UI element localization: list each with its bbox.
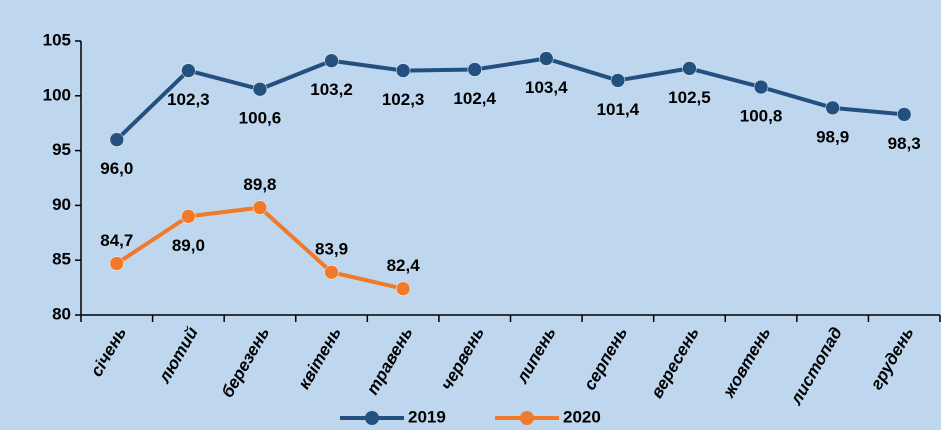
point [896,107,912,122]
series-line [115,56,905,142]
point [181,63,196,78]
point [539,51,554,66]
legend-label: 2020 [563,407,601,426]
legend-label: 2019 [408,407,446,426]
data-label: 102,4 [453,89,496,108]
data-label: 103,4 [525,78,568,97]
data-label: 83,9 [315,240,348,259]
point [252,81,268,97]
data-label: 102,3 [167,90,210,109]
point [324,53,339,68]
point [109,256,125,271]
point [252,200,268,215]
y-tick-label: 105 [43,30,71,49]
y-tick-label: 100 [43,85,71,104]
data-label: 89,0 [172,236,205,255]
data-label: 100,8 [740,107,783,126]
data-label: 96,0 [100,159,133,178]
point [181,209,196,224]
point [395,63,411,78]
point [682,61,697,76]
data-label: 100,6 [239,109,282,128]
data-label: 102,3 [382,90,425,109]
point [753,79,769,95]
legend-marker [520,411,534,425]
point [395,281,411,296]
data-label: 98,3 [888,134,921,153]
data-label: 101,4 [597,100,640,119]
y-tick-label: 95 [52,140,71,159]
point [109,132,125,147]
legend-marker [365,411,379,425]
data-label: 84,7 [100,231,133,250]
y-tick-label: 85 [52,250,71,269]
data-label: 98,9 [816,127,849,146]
y-tick-label: 90 [52,195,71,214]
data-label: 82,4 [387,256,421,275]
point [610,73,626,88]
y-tick-label: 80 [52,304,71,323]
data-label: 89,8 [243,175,276,194]
point [825,100,840,116]
point [467,62,482,77]
point [324,265,339,280]
data-label: 103,2 [310,80,353,99]
data-label: 102,5 [668,88,711,107]
